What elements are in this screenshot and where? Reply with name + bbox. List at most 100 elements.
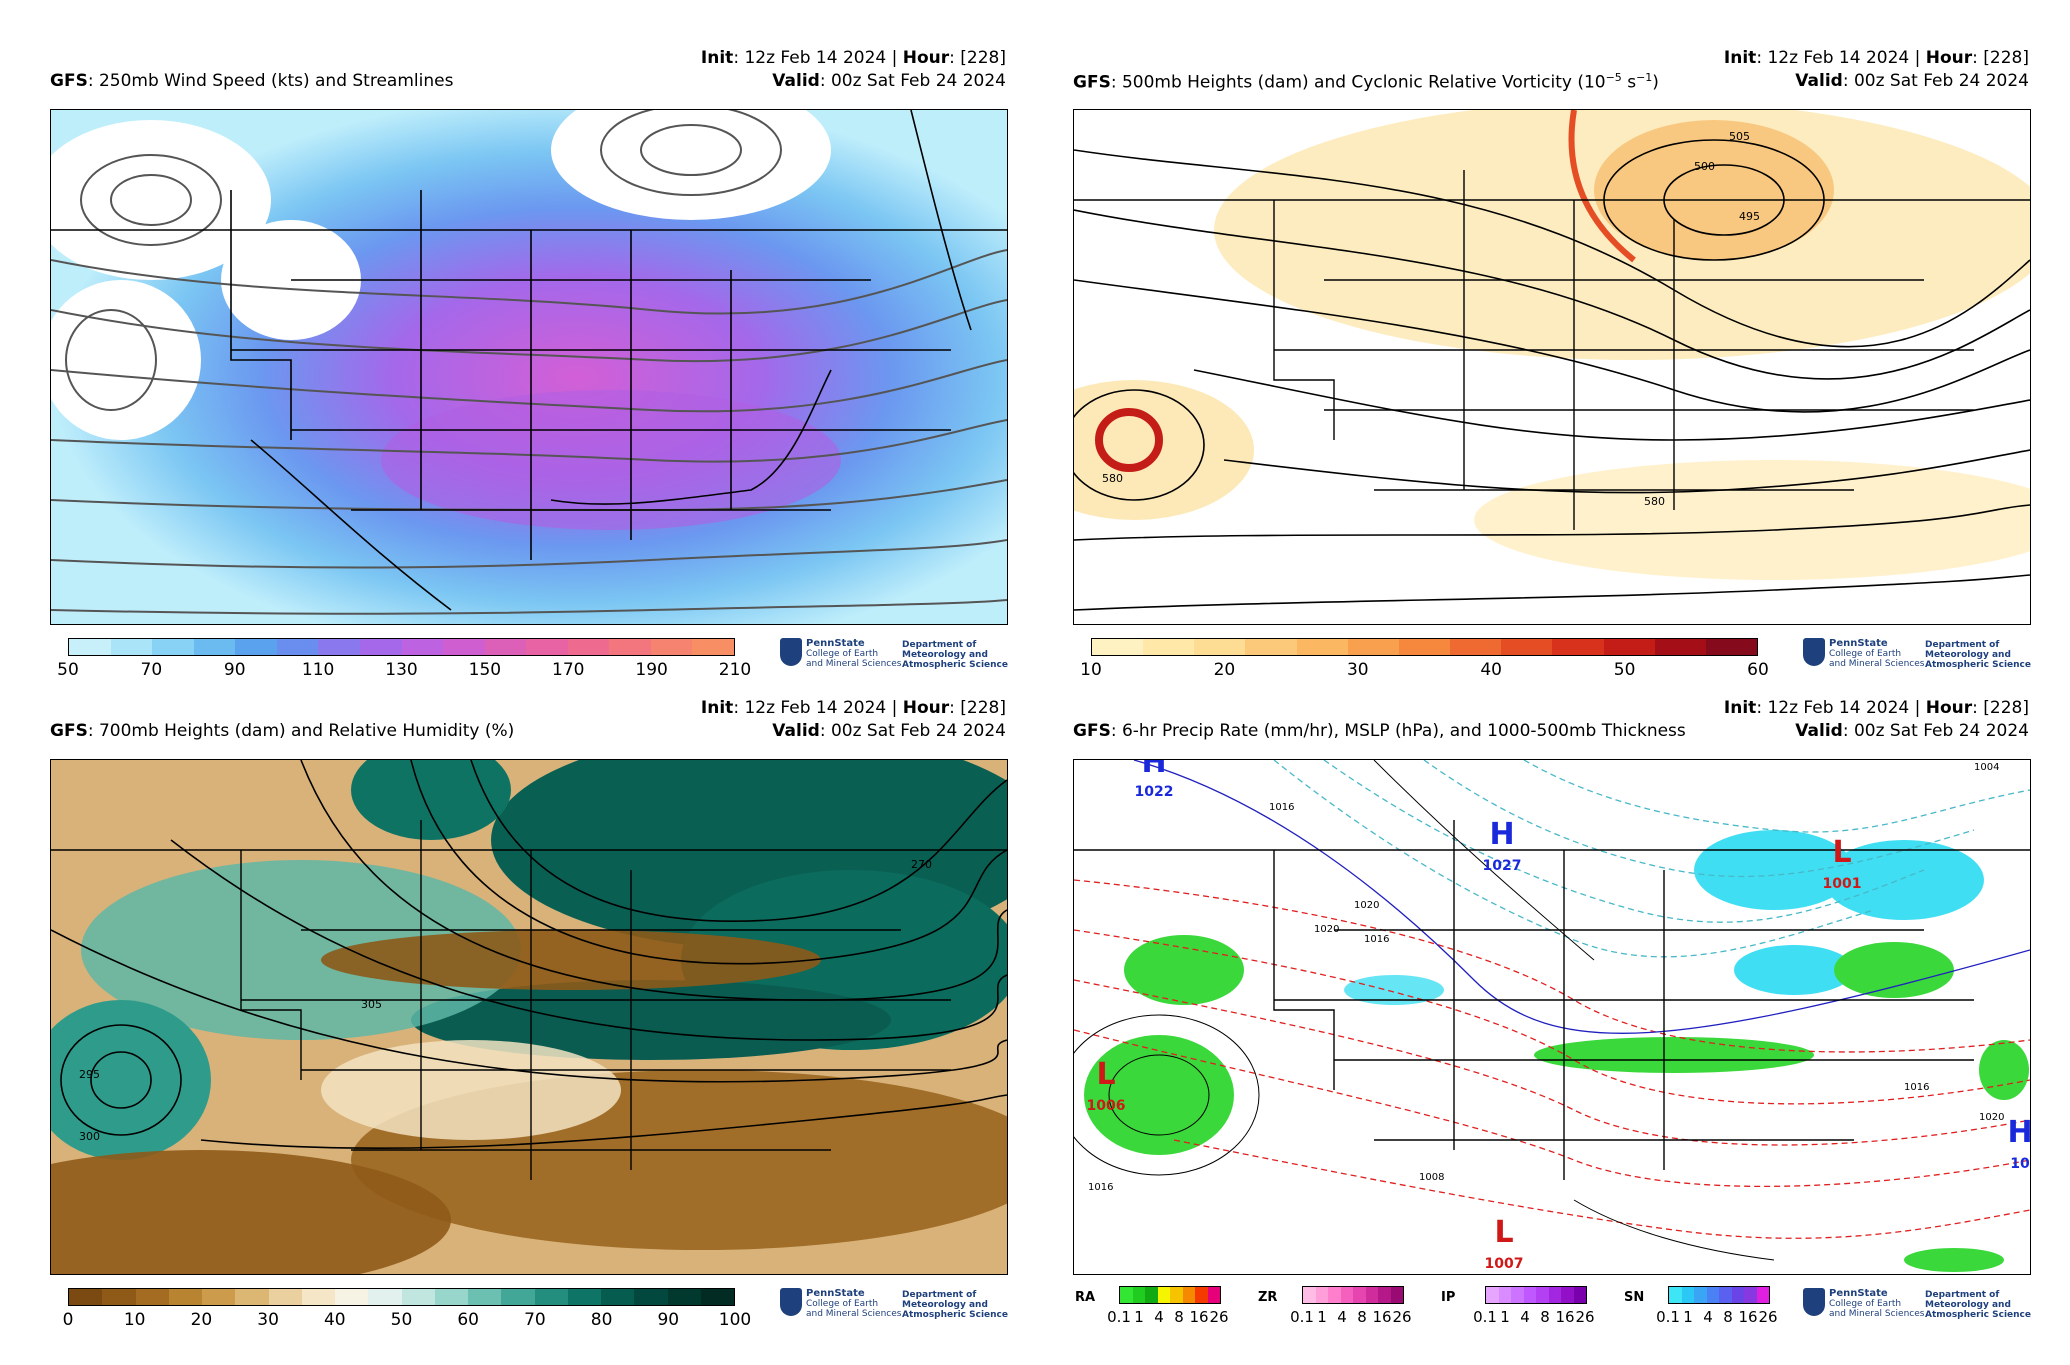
colorbar-segment — [1398, 639, 1451, 655]
pennstate-logo: PennState College of Earth and Mineral S… — [1803, 638, 2033, 674]
colorbar-segment — [168, 1289, 202, 1305]
colorbar-segment — [526, 639, 568, 655]
pennstate-logo: PennState College of Earth and Mineral S… — [780, 1288, 1010, 1324]
contour-label: 500 — [1694, 160, 1715, 173]
colorbar-segment — [359, 639, 402, 655]
panel-title: GFS: 6-hr Precip Rate (mm/hr), MSLP (hPa… — [1073, 721, 1686, 741]
colorbar-segment — [650, 639, 693, 655]
colorbar-segment — [1498, 1287, 1511, 1303]
colorbar-tick: 0.1 — [1473, 1308, 1497, 1326]
colorbar-segment — [69, 639, 111, 655]
colorbar-tick: 1 — [1317, 1308, 1327, 1326]
pennstate-logo: PennState College of Earth and Mineral S… — [780, 638, 1010, 674]
colorbar-tick: 0.1 — [1107, 1308, 1131, 1326]
colorbar-tick: 4 — [1520, 1308, 1530, 1326]
colorbar-segment — [692, 639, 734, 655]
colorbar-tick: 70 — [140, 660, 163, 680]
colorbar-segment — [1756, 1287, 1769, 1303]
valid-line: Valid: 00z Sat Feb 24 2024 — [1795, 721, 2029, 741]
precip-type-label: IP — [1441, 1290, 1456, 1305]
colorbar-tick: 30 — [257, 1310, 279, 1330]
colorbar-tick: 10 — [1080, 660, 1102, 680]
colorbar-tick: 16 — [1555, 1308, 1575, 1326]
panel-title: GFS: 700mb Heights (dam) and Relative Hu… — [50, 721, 515, 741]
shield-icon — [1803, 638, 1825, 666]
colorbar-tick: 10 — [123, 1310, 146, 1330]
pressure-center-letter: H — [1141, 760, 1166, 780]
colorbar-tick: 26 — [1209, 1308, 1229, 1326]
colorbar-segment — [667, 1289, 701, 1305]
valid-line: Valid: 00z Sat Feb 24 2024 — [1795, 71, 2029, 91]
colorbar-segment — [484, 639, 527, 655]
colorbar-segment — [501, 1289, 535, 1305]
colorbar-segment — [1654, 639, 1706, 655]
colorbar-tick: 26 — [1575, 1308, 1595, 1326]
colorbar-segment — [235, 639, 277, 655]
contour-label: 495 — [1739, 210, 1760, 223]
colorbar-vorticity — [1091, 638, 1758, 656]
colorbar-segment — [202, 1289, 236, 1305]
pressure-center-letter: H — [1489, 817, 1514, 852]
panel-700mb: Init: 12z Feb 14 2024 | Hour: [228] GFS:… — [50, 698, 1050, 1338]
map-precip: H 1022 H 1027 L 1001 L 1006 L 1007 H 10 … — [1073, 759, 2031, 1275]
colorbar-segment — [1182, 1287, 1195, 1303]
precip-colorbar — [1485, 1286, 1587, 1304]
contour-label: 505 — [1729, 130, 1750, 143]
colorbar-segment — [1390, 1287, 1403, 1303]
colorbar-segment — [1092, 639, 1144, 655]
colorbar-tick: 210 — [718, 660, 752, 680]
colorbar-segment — [443, 639, 485, 655]
colorbar-ticks: 50 70 90 110 130 150 170 190 210 — [57, 660, 751, 680]
colorbar-tick: 50 — [57, 660, 79, 680]
panel-500mb: Init: 12z Feb 14 2024 | Hour: [228] GFS:… — [1073, 48, 2070, 688]
colorbar-segment — [1561, 1287, 1574, 1303]
colorbar-segment — [1669, 1287, 1682, 1303]
pressure-center-value: 10 — [2010, 1156, 2030, 1172]
colorbar-tick: 16 — [1372, 1308, 1392, 1326]
colorbar-segment — [368, 1289, 402, 1305]
colorbar-tick: 130 — [385, 660, 418, 680]
colorbar-tick: 100 — [718, 1310, 752, 1330]
colorbar-segment — [1486, 1287, 1499, 1303]
colorbar-segment — [567, 639, 610, 655]
colorbar-segment — [401, 1289, 435, 1305]
colorbar-segment — [1681, 1287, 1694, 1303]
colorbar-segment — [1450, 639, 1502, 655]
map-500mb: 505 500 495 580 580 — [1073, 109, 2031, 625]
contour-label: 270 — [911, 858, 932, 871]
colorbar-segment — [567, 1289, 601, 1305]
precip-colorbar — [1119, 1286, 1221, 1304]
pressure-center-value: 1006 — [1087, 1098, 1126, 1114]
colorbar-tick: 190 — [635, 660, 668, 680]
colorbar-tick: 8 — [1357, 1308, 1367, 1326]
valid-line: Valid: 00z Sat Feb 24 2024 — [772, 721, 1006, 741]
precip-type-label: SN — [1624, 1290, 1645, 1305]
colorbar-segment — [301, 1289, 335, 1305]
colorbar-tick: 30 — [1346, 660, 1369, 680]
colorbar-tick: 20 — [190, 1310, 213, 1330]
colorbar-segment — [1705, 639, 1758, 655]
colorbar-segment — [434, 1289, 468, 1305]
contour-label: 1004 — [1974, 762, 1999, 773]
colorbar-segment — [1347, 639, 1399, 655]
colorbar-ticks: 10 20 30 40 50 60 — [1080, 660, 1769, 680]
colorbar-segment — [110, 639, 153, 655]
contour-label: 580 — [1644, 495, 1665, 508]
pressure-center-letter: L — [1494, 1215, 1513, 1250]
colorbar-tick: 80 — [590, 1310, 613, 1330]
colorbar-segment — [1353, 1287, 1366, 1303]
colorbar-segment — [634, 1289, 668, 1305]
pressure-center-letter: L — [1096, 1057, 1115, 1092]
colorbar-segment — [1170, 1287, 1183, 1303]
shield-icon — [780, 638, 802, 666]
colorbar-segment — [1731, 1287, 1744, 1303]
colorbar-tick: 90 — [657, 1310, 680, 1330]
colorbar-segment — [1523, 1287, 1536, 1303]
colorbar-segment — [318, 639, 360, 655]
colorbar-tick: 8 — [1174, 1308, 1184, 1326]
shield-icon — [780, 1288, 802, 1316]
init-line: Init: 12z Feb 14 2024 | Hour: [228] — [700, 48, 1006, 68]
colorbar-tick: 60 — [457, 1310, 480, 1330]
colorbar-tick: 1 — [1683, 1308, 1693, 1326]
colorbar-segment — [1573, 1287, 1586, 1303]
